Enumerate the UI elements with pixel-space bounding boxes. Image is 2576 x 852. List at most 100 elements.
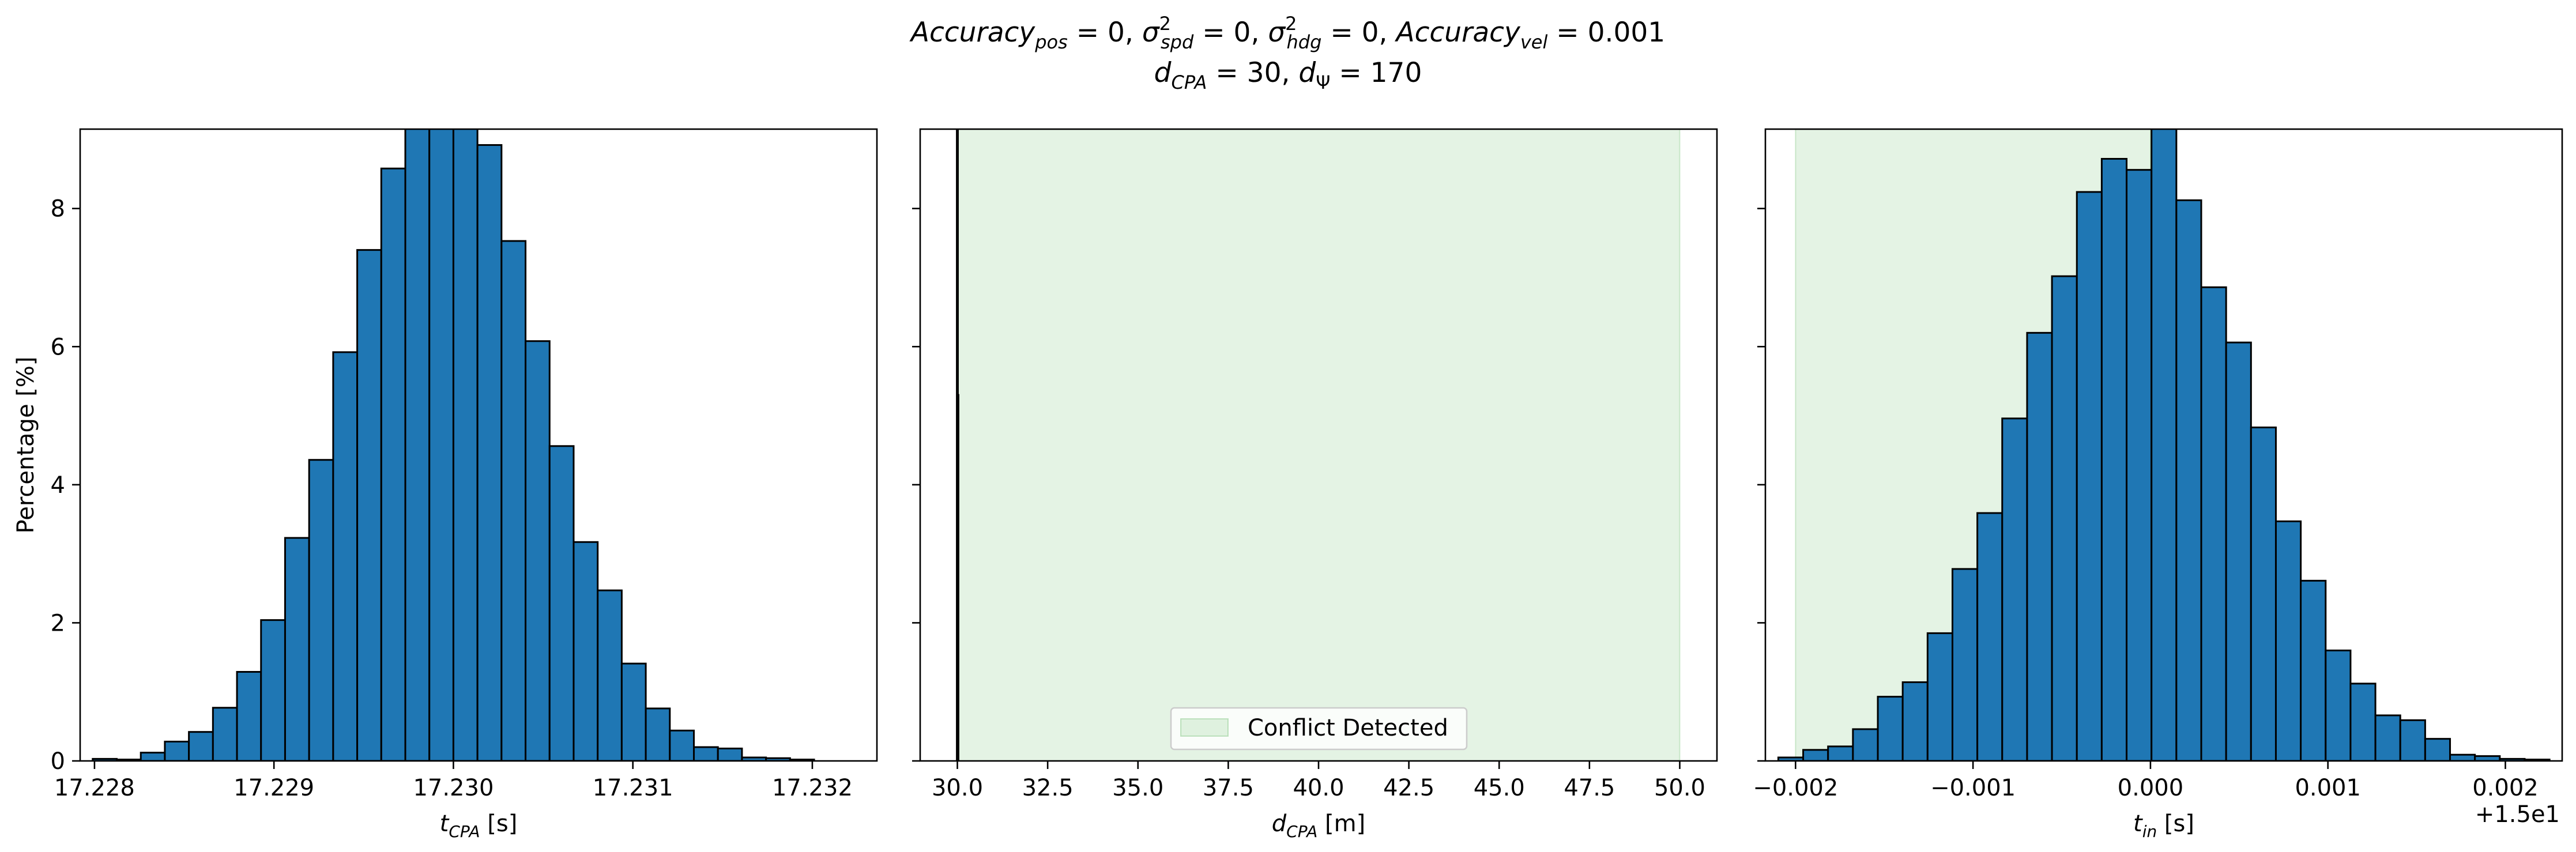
x-tick-label: 30.0: [932, 775, 983, 801]
histogram-bar: [956, 394, 959, 761]
histogram-bar: [2026, 331, 2053, 761]
x-tick-label: 47.5: [1564, 775, 1615, 801]
histogram-bar: [2100, 158, 2128, 761]
x-tick-label: 45.0: [1474, 775, 1525, 801]
histogram-bar: [236, 670, 262, 761]
histogram-bar: [645, 707, 671, 761]
y-tick-label: 0: [51, 748, 65, 775]
panel-t-cpa: 17.228 17.229 17.230 17.231 17.232 0 2 4 6 8 tCP…: [13, 128, 878, 841]
legend-box: [1170, 707, 1468, 751]
x-tick-label: 0.001: [2295, 775, 2361, 801]
histogram-bar: [2325, 649, 2352, 761]
histogram-bar: [573, 541, 599, 761]
x-tick-label: 17.230: [413, 775, 494, 801]
histogram-bar: [500, 240, 527, 761]
histogram-bar: [1802, 749, 1829, 761]
p2-yticks-layer: [1757, 208, 1765, 762]
x-tick-label: 17.229: [234, 775, 314, 801]
histogram-bar: [332, 351, 359, 761]
p2-xticks-layer: −0.002 −0.001 0.000 0.001 0.002: [1753, 761, 2539, 801]
x-tick-label: 32.5: [1022, 775, 1074, 801]
histogram-bar: [2200, 286, 2227, 761]
histogram-bar: [1976, 512, 2003, 761]
legend-label-conflict: Conflict Detected: [1248, 715, 1448, 741]
histogram-bar: [548, 445, 575, 761]
x-tick-label: 17.232: [772, 775, 853, 801]
histogram-bar: [2349, 683, 2377, 761]
histogram-bar: [260, 619, 286, 761]
histogram-bar: [1951, 568, 1979, 761]
p0-ylabel: Percentage [%]: [13, 357, 39, 534]
x-tick-label: 37.5: [1203, 775, 1254, 801]
histogram-bar: [2001, 417, 2028, 761]
x-tick-label: 17.228: [54, 775, 135, 801]
histogram-bar: [1852, 728, 1879, 761]
p0-bars-layer: [92, 129, 815, 761]
histogram-bar: [2449, 753, 2476, 761]
y-tick-label: 6: [51, 334, 65, 360]
histogram-bar: [452, 129, 479, 761]
legend-swatch-conflict: [1180, 718, 1229, 737]
histogram-bar: [1827, 745, 1854, 761]
p2-xlabel: tin [s]: [2133, 810, 2194, 841]
histogram-bar: [140, 752, 166, 761]
panel-t-in: −0.002 −0.001 0.000 0.001 0.002 tin [s] +1.5…: [1753, 128, 2563, 841]
histogram-bar: [2250, 426, 2277, 761]
histogram-bar: [212, 707, 238, 761]
histogram-bar: [2126, 169, 2153, 761]
histogram-bar: [717, 747, 743, 761]
histogram-bar: [284, 537, 310, 761]
p2-bars-layer: [1777, 129, 2551, 761]
histogram-bar: [669, 729, 695, 761]
histogram-bar: [2151, 129, 2178, 761]
p0-xlabel: tCPA [s]: [440, 810, 518, 841]
y-tick-label: 2: [51, 610, 65, 636]
histogram-bar: [428, 129, 454, 761]
figure-title-line2: dCPA = 30, dΨ = 170: [1154, 57, 1422, 93]
figure-title-line1: Accuracypos = 0, σ2 spd = 0, σ2 hdg = 0, A…: [909, 13, 1665, 53]
histogram-bar: [1926, 632, 1953, 761]
histogram-bar: [2424, 738, 2451, 761]
p1-bars-layer: [956, 129, 959, 761]
histogram-bar: [308, 459, 334, 761]
histogram-bar: [2076, 191, 2103, 761]
histogram-bar: [2175, 199, 2202, 761]
x-tick-label: 0.002: [2472, 775, 2539, 801]
p1-yticks-layer: [912, 208, 920, 762]
histogram-bar: [1877, 696, 1904, 761]
histogram-bar: [164, 740, 190, 761]
x-tick-label: 17.231: [593, 775, 673, 801]
p2-axes-frame: [1764, 128, 2563, 762]
histogram-bar: [2274, 520, 2302, 761]
histogram-bar: [597, 589, 623, 761]
histogram-bar: [2225, 341, 2252, 761]
x-tick-label: 35.0: [1112, 775, 1163, 801]
y-tick-label: 4: [51, 472, 65, 499]
histogram-bar: [620, 662, 647, 761]
histogram-bar: [2051, 275, 2078, 761]
x-tick-label: −0.001: [1930, 775, 2016, 801]
x-tick-label: 50.0: [1654, 775, 1705, 801]
p0-axes-frame: [79, 128, 878, 762]
histogram-bar: [476, 144, 503, 761]
histogram-bar: [1901, 681, 1929, 761]
histogram-bar: [2300, 579, 2327, 761]
p1-xticks-layer: 30.0 32.5 35.0 37.5 40.0 42.5 45.0 47.5 50.0: [932, 761, 1705, 801]
histogram-bar: [2374, 714, 2401, 761]
histogram-bar: [693, 746, 719, 761]
histogram-bar: [2399, 719, 2426, 761]
histogram-bar: [356, 249, 382, 761]
p0-xticks-layer: 17.228 17.229 17.230 17.231 17.232: [54, 761, 853, 801]
p1-legend: Conflict Detected: [1170, 707, 1468, 751]
y-tick-label: 8: [51, 196, 65, 223]
histogram-bar: [525, 340, 551, 761]
x-tick-label: 42.5: [1383, 775, 1434, 801]
x-tick-label: 0.000: [2118, 775, 2184, 801]
x-tick-label: −0.002: [1753, 775, 1838, 801]
histogram-bar: [404, 129, 431, 761]
x-tick-label: 40.0: [1293, 775, 1344, 801]
histogram-bar: [188, 731, 214, 761]
conflict-span: [956, 129, 1681, 761]
p0-yticks-layer: 0 2 4 6 8: [51, 196, 80, 775]
